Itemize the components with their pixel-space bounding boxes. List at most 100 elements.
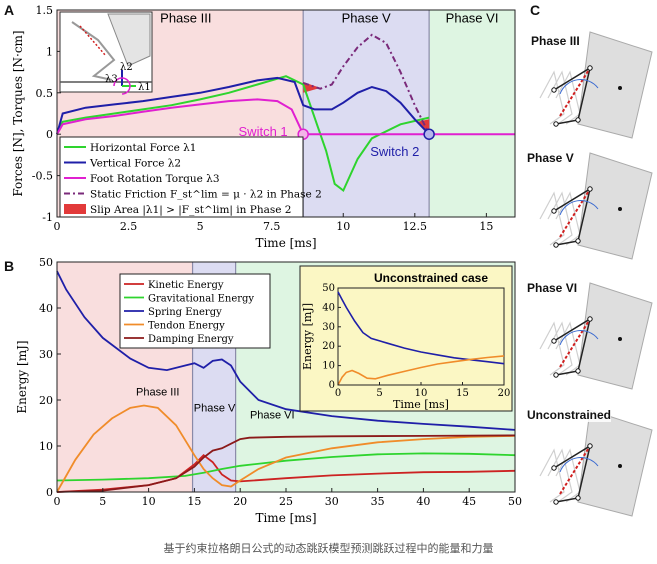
joint — [587, 316, 593, 322]
snapshot-label-phase6: Phase VI — [527, 281, 578, 295]
leg-link — [553, 444, 592, 503]
center-dot — [618, 207, 622, 211]
ghost-leg — [547, 448, 573, 503]
legend-entry: Kinetic Energy — [148, 280, 224, 291]
ghost-leg — [547, 70, 573, 125]
snapshot-label-unconstrained: Unconstrained — [527, 408, 612, 422]
ghost-leg — [547, 191, 573, 246]
joint — [575, 368, 581, 374]
legend-box — [59, 136, 304, 218]
y-tick-label: 1.5 — [36, 4, 54, 17]
phase-band — [429, 10, 515, 217]
series-line-2 — [56, 452, 516, 482]
inset-y-tick-label: 20 — [322, 341, 335, 352]
switch-marker — [423, 128, 435, 140]
x-tick-label: 25 — [279, 495, 293, 508]
y-tick-label: 30 — [39, 348, 53, 361]
x-tick-label: 20 — [233, 495, 247, 508]
annotation-switch1: Switch 1 — [239, 124, 288, 139]
joint — [551, 338, 557, 344]
x-tick-label: 15 — [479, 220, 493, 233]
inset-x-tick-label: 10 — [415, 388, 428, 399]
phase-label: Phase VI — [250, 409, 295, 421]
joint — [551, 465, 557, 471]
joint — [553, 372, 559, 378]
rotation-arc — [559, 330, 599, 346]
inset-x-axis-label: Time [ms] — [393, 398, 449, 411]
snapshot-1 — [539, 31, 653, 139]
inset-title: Unconstrained case — [374, 271, 488, 285]
center-dot — [618, 337, 622, 341]
y-tick-label: 0 — [46, 486, 53, 499]
x-tick-label: 12.5 — [403, 220, 428, 233]
inset-label-lambda2: λ2 — [120, 62, 133, 73]
snapshot-2 — [539, 152, 653, 260]
x-tick-label: 10 — [142, 495, 156, 508]
legend-entry: Damping Energy — [148, 334, 234, 345]
y-axis-label: Energy [mJ] — [15, 340, 29, 413]
snapshot-3 — [539, 282, 653, 390]
phase-label: Phase VI — [446, 10, 499, 25]
y-tick-label: 50 — [39, 256, 53, 269]
x-tick-label: 45 — [462, 495, 476, 508]
rotation-arc — [559, 200, 599, 216]
y-tick-label: -0.5 — [32, 170, 53, 183]
inset-label-lambda1: λ1 — [138, 82, 151, 93]
legend: Kinetic Energy Gravitational Energy Spring… — [119, 273, 271, 349]
wall-block — [577, 409, 653, 517]
y-tick-label: 0 — [46, 128, 53, 141]
joint — [587, 443, 593, 449]
legend-entry: Gravitational Energy — [148, 294, 254, 305]
joint — [575, 238, 581, 244]
energy-chart: Phase III Phase V Phase VI 0 5 10 15 20 25 30 35 40… — [15, 256, 522, 525]
inset-series-2 — [337, 355, 505, 386]
jump-snapshots — [539, 31, 653, 517]
y-tick-label: 1 — [46, 45, 53, 58]
annotation-switch2: Switch 2 — [370, 144, 419, 159]
legend-entry: Vertical Force λ2 — [89, 158, 181, 170]
panel-label-b: B — [4, 258, 15, 274]
joint — [553, 242, 559, 248]
legend-swatch — [64, 204, 86, 214]
legend-entry: Foot Rotation Torque λ3 — [90, 173, 220, 185]
ghost-leg — [547, 321, 573, 376]
legend-entry: Static Friction F_st^lim = μ · λ2 in Pha… — [90, 189, 322, 201]
y-tick-label: 0.5 — [36, 87, 54, 100]
series-line-2 — [56, 76, 430, 135]
joint — [553, 499, 559, 505]
rotation-arc — [559, 457, 599, 473]
joint — [587, 186, 593, 192]
rotation-arc — [559, 79, 599, 95]
x-tick-label: 0 — [54, 495, 61, 508]
x-tick-label: 15 — [187, 495, 201, 508]
phase-label: Phase V — [342, 10, 391, 25]
unconstrained-inset: 0 5 10 15 20 0 10 20 30 40 50 Unconstrained case Tim… — [299, 265, 513, 412]
legend-box — [119, 273, 271, 349]
series-line-4 — [56, 404, 516, 493]
wall-block — [577, 152, 653, 260]
legend-entry: Spring Energy — [148, 307, 222, 318]
spring — [559, 67, 591, 117]
inset-x-tick-label: 5 — [376, 388, 382, 399]
wall-block — [577, 282, 653, 390]
spring — [559, 445, 591, 495]
spring — [559, 188, 591, 238]
inset-y-tick-label: 0 — [329, 380, 335, 391]
spring — [559, 318, 591, 368]
leg-link — [553, 66, 592, 125]
x-axis-label: Time [ms] — [255, 236, 316, 250]
legend-entry: Horizontal Force λ1 — [90, 142, 196, 154]
series-line-5 — [56, 434, 516, 493]
x-tick-label: 10 — [336, 220, 350, 233]
inset-y-tick-label: 10 — [322, 361, 335, 372]
center-dot — [618, 86, 622, 90]
series-line-1 — [56, 75, 430, 193]
inset-x-tick-label: 0 — [335, 388, 341, 399]
joint — [575, 117, 581, 123]
snapshot-label-phase5: Phase V — [527, 151, 574, 165]
x-tick-label: 5 — [197, 220, 204, 233]
inset-y-axis-label: Energy [mJ] — [301, 303, 314, 370]
x-tick-label: 2.5 — [120, 220, 138, 233]
x-tick-label: 0 — [54, 220, 61, 233]
